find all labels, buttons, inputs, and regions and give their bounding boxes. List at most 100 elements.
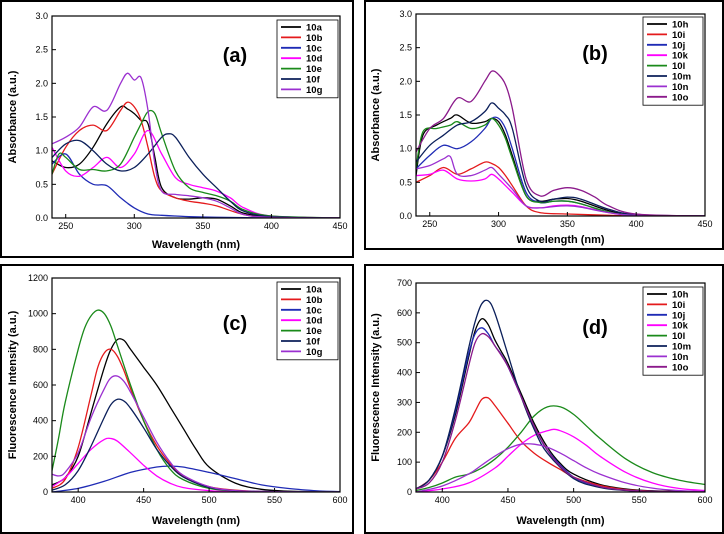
x-tick-label: 500: [202, 495, 217, 505]
panel-label: (b): [582, 43, 608, 65]
y-axis-label: Fluorescence Intensity (a.u.): [370, 313, 382, 462]
series-line-10a: [52, 105, 340, 218]
series-line-10l: [416, 117, 705, 216]
legend-label-10j: 10j: [672, 40, 685, 51]
y-tick-label: 100: [397, 457, 412, 467]
chart-3: 400 450 500 550 600 0 100 200 300 400 500 600 700 Wav…: [370, 278, 713, 527]
legend-label-10d: 10d: [306, 54, 323, 65]
legend-label-10a: 10a: [306, 23, 323, 34]
x-tick-label: 450: [136, 495, 151, 505]
panel-label: (a): [223, 45, 247, 67]
x-tick-label: 600: [332, 495, 347, 505]
panel-label: (c): [223, 313, 247, 335]
chart-0: 250 300 350 400 450 0.0 0.5 1.0 1.5 2.0 2.5 3.0 Wave…: [7, 11, 348, 251]
legend-box: [276, 19, 339, 99]
x-tick-label: 350: [195, 221, 210, 231]
x-tick-label: 350: [560, 219, 575, 229]
series-line-10i: [416, 161, 705, 216]
y-tick-label: 0: [43, 487, 48, 497]
y-tick-label: 1.0: [399, 144, 412, 154]
series-line-10g: [52, 375, 340, 492]
y-tick-label: 500: [397, 338, 412, 348]
legend-label-10i: 10i: [672, 30, 685, 41]
y-tick-label: 1.5: [399, 110, 412, 120]
x-tick-label: 250: [422, 219, 437, 229]
legend-label-10b: 10b: [306, 33, 323, 44]
legend-label-10e: 10e: [306, 64, 322, 75]
legend-label-10d: 10d: [306, 316, 323, 327]
y-tick-label: 2.0: [399, 76, 412, 86]
series-line-10k: [416, 169, 705, 216]
legend-label-10f: 10f: [306, 337, 321, 348]
legend-label-10l: 10l: [672, 331, 685, 342]
y-tick-label: 2.5: [399, 43, 412, 53]
y-tick-label: 2.5: [35, 45, 48, 55]
y-tick-label: 0: [407, 487, 412, 497]
legend-label-10j: 10j: [672, 310, 685, 321]
y-tick-label: 2.0: [35, 78, 48, 88]
x-axis-label: Wavelength (nm): [152, 515, 241, 527]
y-tick-label: 0.5: [35, 179, 48, 189]
plot-frame: [415, 282, 706, 493]
x-tick-label: 550: [632, 495, 647, 505]
series-line-10h: [416, 114, 705, 216]
y-tick-label: 400: [33, 416, 48, 426]
series-line-10m: [416, 102, 705, 216]
legend-label-10k: 10k: [672, 321, 689, 332]
x-tick-label: 400: [71, 495, 86, 505]
legend-label-10m: 10m: [672, 72, 691, 83]
series-line-10i: [416, 396, 705, 492]
series-line-10h: [416, 317, 705, 492]
x-tick-label: 450: [332, 221, 347, 231]
x-tick-label: 500: [566, 495, 581, 505]
y-tick-label: 200: [33, 451, 48, 461]
y-tick-label: 600: [33, 380, 48, 390]
legend-label-10b: 10b: [306, 295, 323, 306]
y-tick-label: 1.0: [35, 146, 48, 156]
legend-label-10k: 10k: [672, 51, 689, 62]
x-tick-label: 300: [491, 219, 506, 229]
legend-label-10c: 10c: [306, 305, 322, 316]
series-line-10g: [52, 72, 340, 218]
y-tick-label: 3.0: [399, 9, 412, 19]
legend-box: [642, 16, 704, 106]
y-tick-label: 0.0: [35, 213, 48, 223]
x-axis-label: Wavelength (nm): [516, 234, 605, 246]
legend-label-10m: 10m: [672, 342, 691, 353]
x-tick-label: 400: [629, 219, 644, 229]
legend-label-10n: 10n: [672, 352, 689, 363]
y-tick-label: 0.0: [399, 211, 412, 221]
x-tick-label: 250: [58, 221, 73, 231]
y-tick-label: 0.5: [399, 177, 412, 187]
series-line-10f: [52, 133, 340, 218]
series-line-10n: [416, 155, 705, 216]
y-tick-label: 600: [397, 308, 412, 318]
series-line-10o: [416, 70, 705, 216]
x-tick-label: 600: [697, 495, 712, 505]
series-line-10b: [52, 348, 340, 492]
series-line-10o: [416, 332, 705, 492]
x-tick-label: 450: [697, 219, 712, 229]
series-line-10l: [416, 405, 705, 492]
legend-label-10g: 10g: [306, 85, 323, 96]
legend-label-10g: 10g: [306, 347, 323, 358]
panel-label: (d): [582, 317, 608, 339]
x-axis-label: Wavelength (nm): [152, 239, 241, 251]
x-tick-label: 300: [127, 221, 142, 231]
x-tick-label: 550: [267, 495, 282, 505]
legend-label-10h: 10h: [672, 20, 689, 31]
series-line-10a: [52, 338, 340, 492]
series-line-10k: [416, 428, 705, 492]
y-tick-label: 800: [33, 344, 48, 354]
series-line-10m: [416, 299, 705, 492]
y-tick-label: 1000: [28, 309, 48, 319]
y-tick-label: 1200: [28, 273, 48, 283]
legend-label-10f: 10f: [306, 75, 321, 86]
y-axis-label: Fluorescence Intensity (a.u.): [7, 310, 19, 459]
y-tick-label: 700: [397, 278, 412, 288]
series-line-10n: [416, 443, 705, 492]
x-tick-label: 400: [435, 495, 450, 505]
